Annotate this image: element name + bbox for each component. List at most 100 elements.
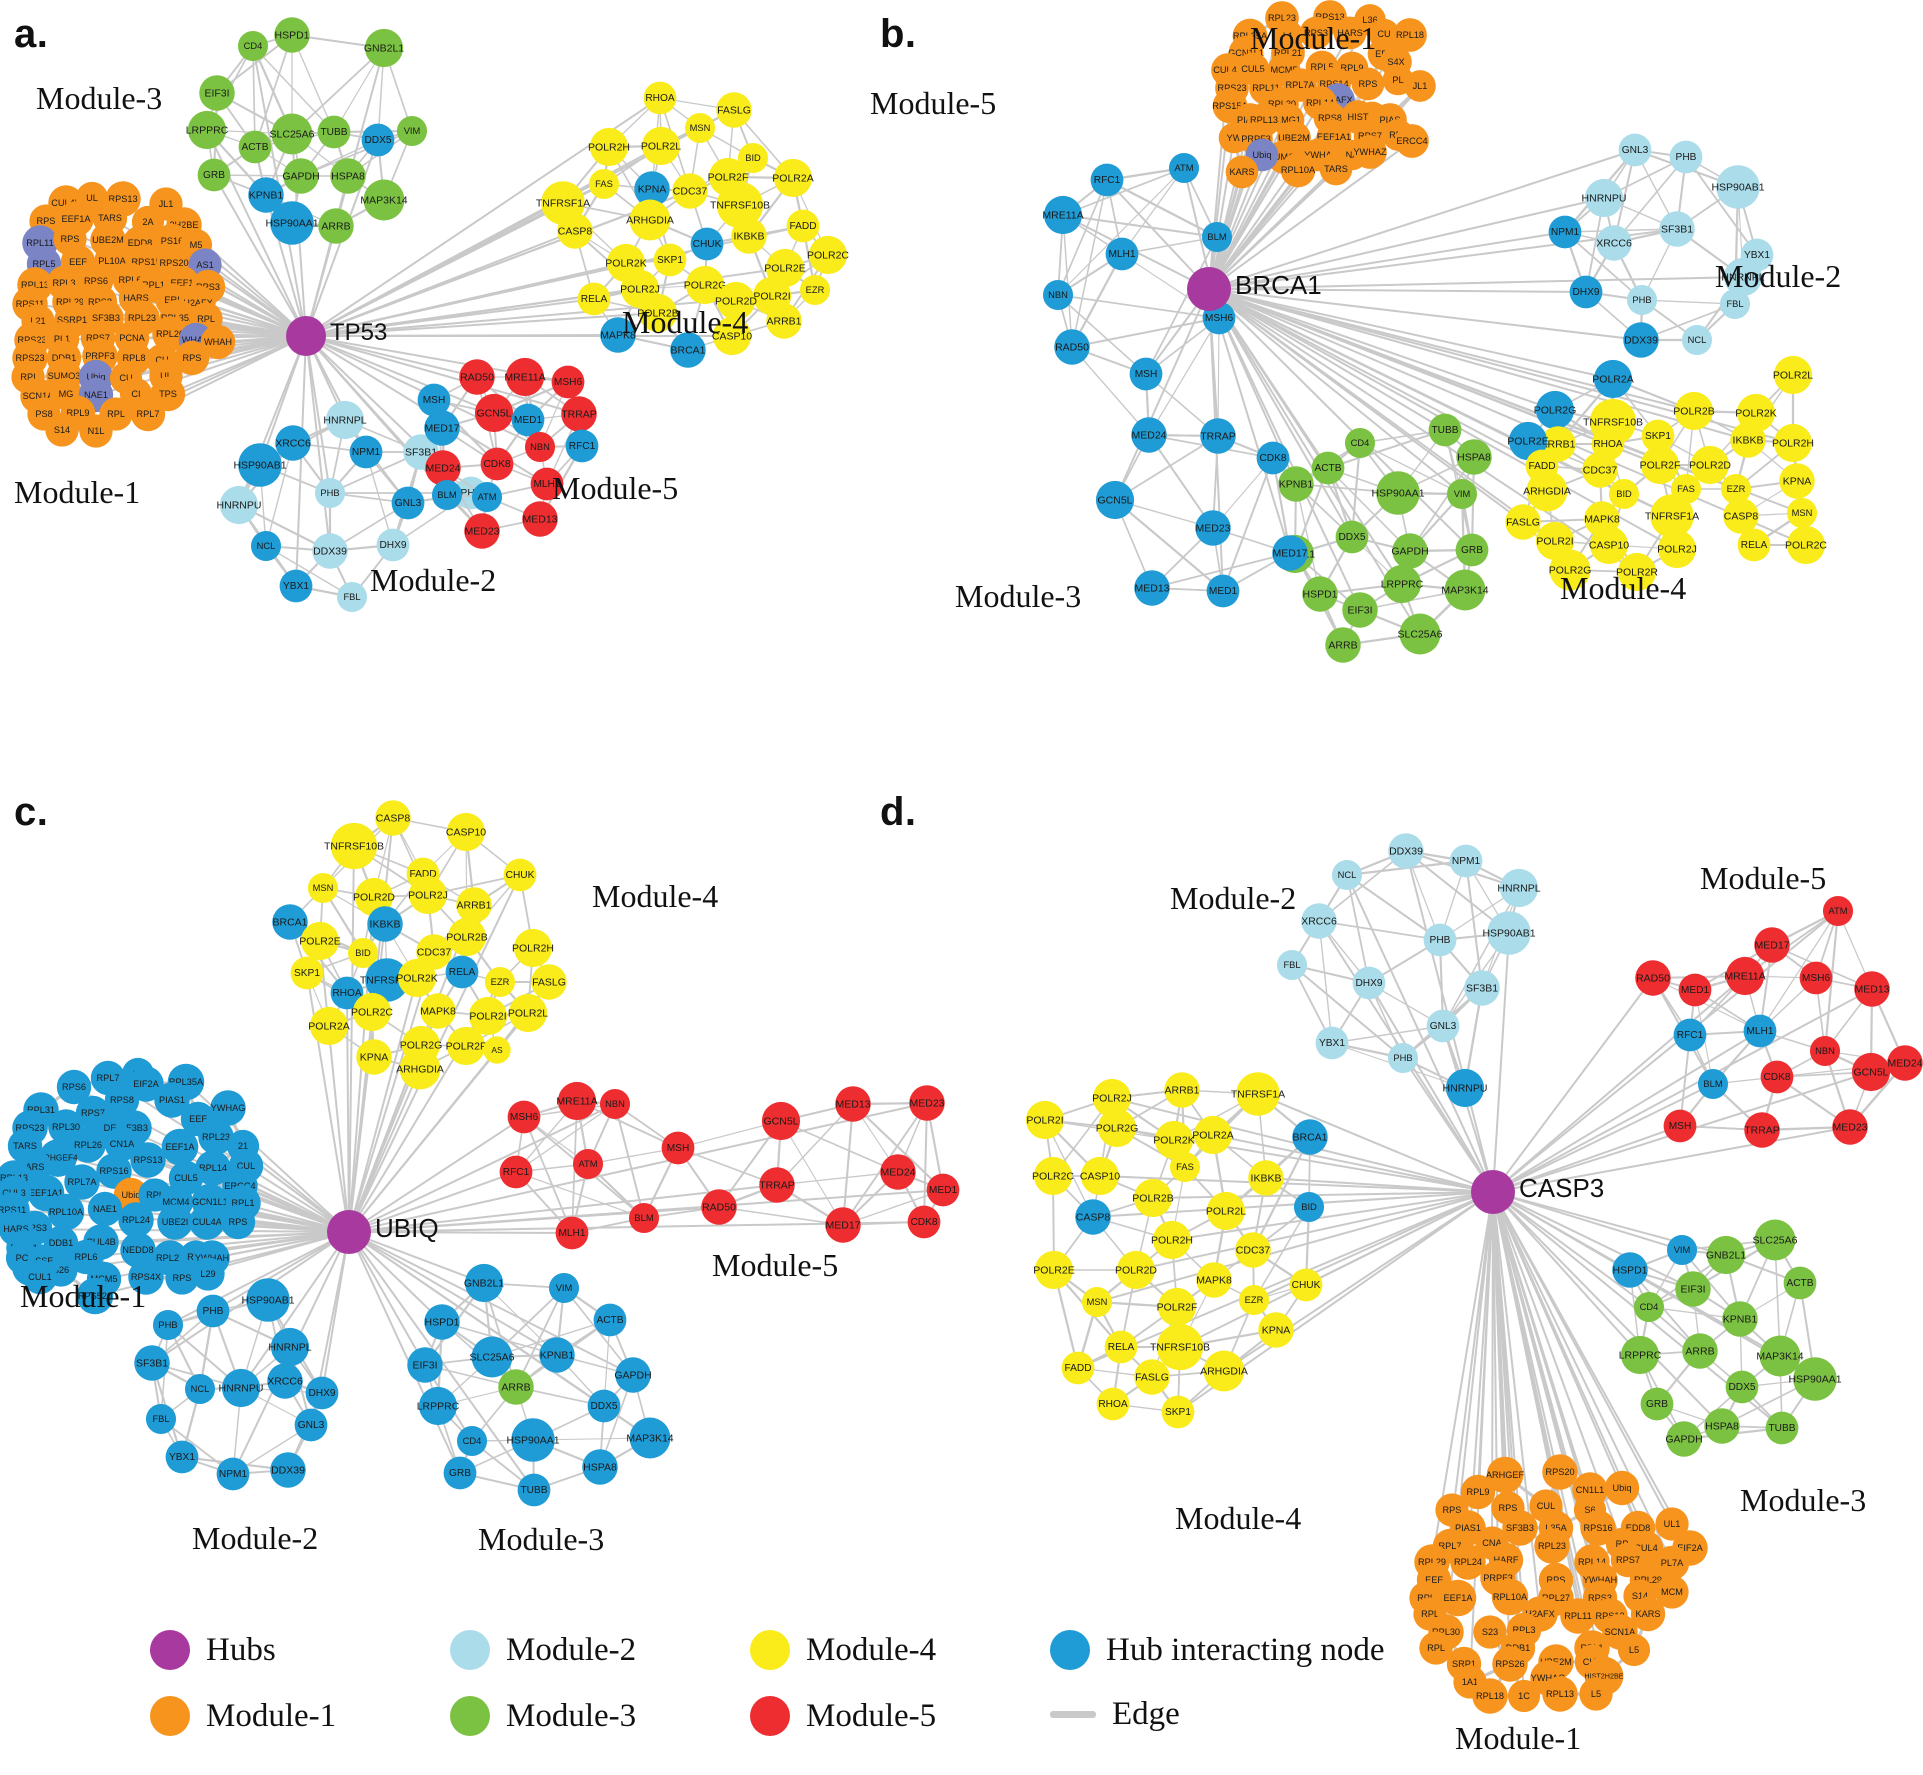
network-node[interactable]: ATM <box>1168 152 1200 184</box>
network-node[interactable]: CDK8 <box>907 1205 941 1239</box>
network-node[interactable]: RFC1 <box>565 429 599 463</box>
network-node[interactable]: ARHGDIA <box>626 199 674 241</box>
network-node[interactable]: ATM <box>1822 895 1854 927</box>
network-node[interactable]: CHUK <box>1289 1268 1323 1302</box>
network-node[interactable]: RPS <box>220 1204 256 1240</box>
network-node[interactable]: CDK8 <box>480 447 514 481</box>
network-node[interactable]: GRB <box>1455 533 1489 567</box>
network-node[interactable]: MLH1 <box>555 1216 589 1250</box>
network-node[interactable]: XRCC6 <box>1301 903 1337 939</box>
network-node[interactable]: PHB <box>314 477 346 509</box>
network-node[interactable]: ACTB <box>1311 451 1345 485</box>
network-node[interactable]: IKBKB <box>367 906 403 942</box>
network-node[interactable]: HSPA8 <box>582 1449 618 1485</box>
network-node[interactable]: RAD50 <box>459 359 495 395</box>
network-node[interactable]: ACTB <box>593 1303 627 1337</box>
network-node[interactable]: SF3B1 <box>134 1345 170 1381</box>
network-node[interactable]: HSP90AA1 <box>1371 471 1425 515</box>
network-node[interactable]: RAD50 <box>701 1189 737 1225</box>
network-node[interactable]: BID <box>1608 478 1640 510</box>
network-node[interactable]: MAP3K14 <box>360 179 408 221</box>
network-node[interactable]: PHB <box>1626 284 1658 316</box>
network-node[interactable]: MED24 <box>1887 1045 1923 1081</box>
network-node[interactable]: MED23 <box>909 1085 945 1121</box>
network-node[interactable]: EZR <box>799 274 831 306</box>
network-node[interactable]: POLR2G <box>1534 390 1577 430</box>
network-node[interactable]: BLM <box>628 1202 660 1234</box>
network-node[interactable]: VIM <box>1446 478 1478 510</box>
network-node[interactable]: TUBB <box>317 115 351 149</box>
network-node[interactable]: POLR2H <box>1772 423 1814 463</box>
network-node[interactable]: TUBB <box>1428 413 1462 447</box>
network-node[interactable]: DDX39 <box>1623 322 1659 358</box>
network-node[interactable]: MSH <box>1663 1109 1697 1143</box>
network-node[interactable]: HSPD1 <box>1612 1252 1648 1288</box>
network-node[interactable]: HSPD1 <box>1302 576 1338 612</box>
network-node[interactable]: TUBB <box>1765 1411 1799 1445</box>
network-node[interactable]: FAS <box>1169 1151 1201 1183</box>
network-node[interactable]: RFC1 <box>1673 1018 1707 1052</box>
network-node[interactable]: ARRB <box>1682 1333 1718 1369</box>
network-node[interactable]: RFC1 <box>499 1155 533 1189</box>
network-node[interactable]: EIF3I <box>1675 1271 1711 1307</box>
network-node[interactable]: L29 <box>191 1257 225 1291</box>
network-node[interactable]: SKP1 <box>1161 1395 1195 1429</box>
network-node[interactable]: GRB <box>443 1456 477 1490</box>
network-node[interactable]: YBX1 <box>279 569 313 603</box>
network-node[interactable]: RPL13 <box>1542 1676 1578 1712</box>
network-node[interactable]: N1L <box>79 414 113 448</box>
network-node[interactable]: MSN <box>684 112 716 144</box>
network-node[interactable]: SKP1 <box>653 243 687 277</box>
network-node[interactable]: 1C <box>1507 1679 1541 1713</box>
network-node[interactable]: VIM <box>1666 1234 1698 1266</box>
network-node[interactable]: DDX5 <box>1725 1370 1759 1404</box>
network-node[interactable]: EIF3I <box>1342 592 1378 628</box>
network-node[interactable]: PHB <box>1669 140 1703 174</box>
network-node[interactable]: MED23 <box>1832 1109 1868 1145</box>
network-node[interactable]: ARRB <box>1325 627 1361 663</box>
network-node[interactable]: ARRB <box>498 1369 534 1405</box>
network-node[interactable]: ATM <box>572 1148 604 1180</box>
network-node[interactable]: YWHAZ <box>1353 135 1387 169</box>
network-node[interactable]: MSH6 <box>1799 961 1833 995</box>
network-node[interactable]: VIM <box>548 1272 580 1304</box>
network-node[interactable]: POLR2H <box>512 928 554 968</box>
network-node[interactable]: MAPK8 <box>420 993 456 1029</box>
network-node[interactable]: NBN <box>524 431 556 463</box>
network-node[interactable]: NAE1 <box>87 1191 123 1227</box>
network-node[interactable]: NBN <box>1809 1035 1841 1067</box>
network-node[interactable]: MED13 <box>1134 570 1170 606</box>
network-node[interactable]: HSPA8 <box>1704 1408 1740 1444</box>
network-node[interactable]: HSPD1 <box>424 1304 460 1340</box>
network-node[interactable]: XRCC6 <box>275 425 311 461</box>
network-node[interactable]: RPS20 <box>1542 1454 1578 1490</box>
network-node[interactable]: KPNA <box>1779 463 1815 499</box>
network-node[interactable]: FASLG <box>531 964 567 1000</box>
network-node[interactable]: EZR <box>484 966 516 998</box>
network-node[interactable]: CHUK <box>690 227 724 261</box>
network-node[interactable]: EIF3I <box>407 1347 443 1383</box>
network-node[interactable]: CASP8 <box>1723 498 1759 534</box>
network-node[interactable]: RPL7 <box>130 396 166 432</box>
network-node[interactable]: RPL10A <box>47 1193 85 1231</box>
network-node[interactable]: MSH <box>1129 357 1163 391</box>
network-node[interactable]: MED17 <box>1754 927 1790 963</box>
network-node[interactable]: PHB <box>1423 923 1457 957</box>
network-node[interactable]: PHB <box>196 1294 230 1328</box>
network-node[interactable]: RPS13 <box>130 1142 166 1178</box>
network-node[interactable]: POLR2B <box>1673 391 1715 431</box>
network-node[interactable]: DDX39 <box>270 1452 306 1488</box>
network-node[interactable]: L5 <box>1579 1677 1613 1711</box>
network-node[interactable]: CUL4A <box>189 1204 225 1240</box>
network-node[interactable]: MED17 <box>424 410 460 446</box>
network-node[interactable]: ARRB1 <box>456 887 492 923</box>
network-node[interactable]: MSN <box>1786 497 1818 529</box>
network-node[interactable]: MSH6 <box>507 1100 541 1134</box>
network-node[interactable]: KPNA <box>1258 1312 1294 1348</box>
network-node[interactable]: GNL3 <box>1426 1009 1460 1043</box>
network-node[interactable]: NBN <box>1042 279 1074 311</box>
network-node[interactable]: FADD <box>1061 1351 1095 1385</box>
network-node[interactable]: SF3B1 <box>1659 211 1695 247</box>
network-node[interactable]: NPM1 <box>1548 215 1582 249</box>
network-node[interactable]: Ubiq <box>1604 1470 1640 1506</box>
